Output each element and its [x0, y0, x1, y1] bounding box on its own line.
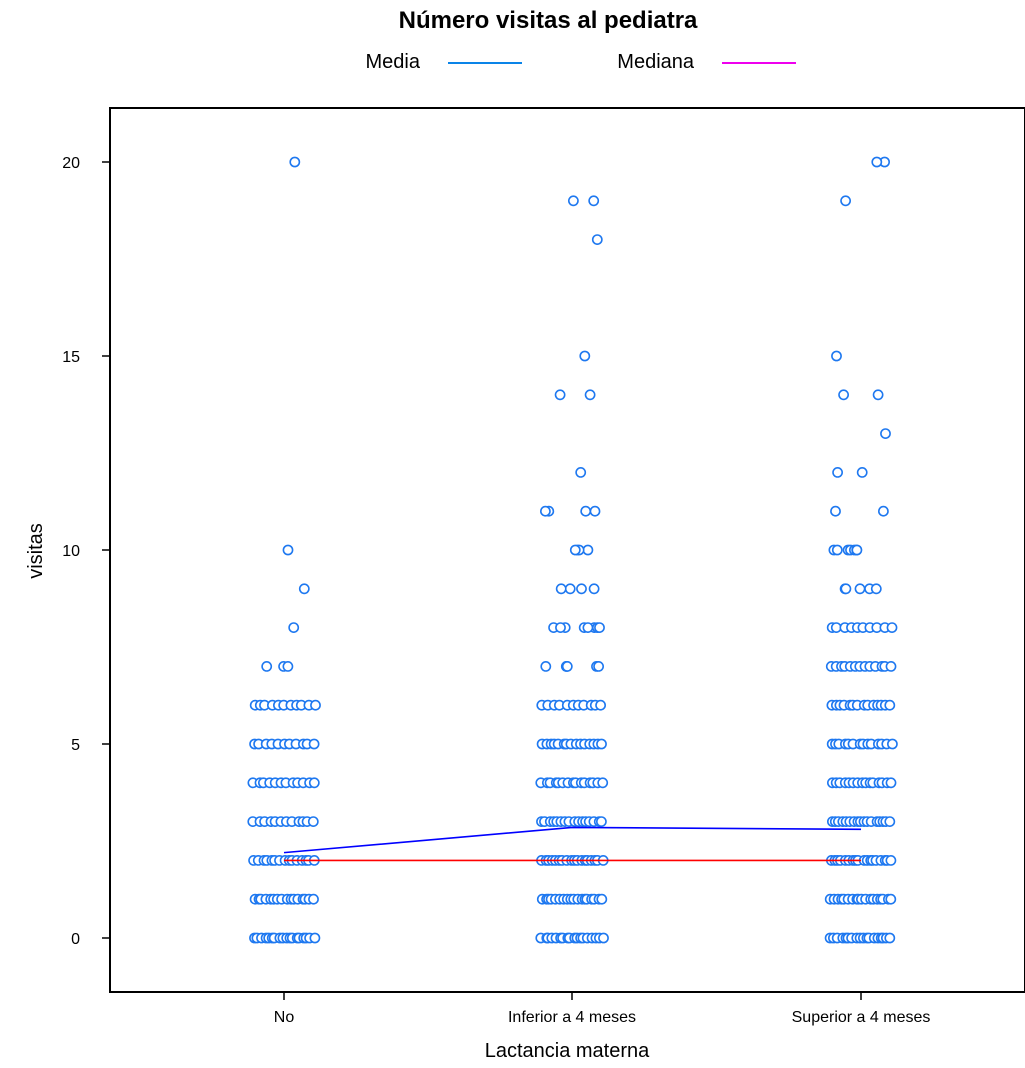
data-point	[593, 661, 604, 672]
data-point	[851, 544, 863, 556]
data-point	[596, 738, 607, 750]
data-point	[831, 350, 842, 362]
series-line-media	[283, 826, 862, 854]
data-point	[595, 699, 606, 711]
data-point	[568, 195, 579, 207]
x-axis-title: Lactancia materna	[485, 1040, 650, 1062]
legend-label-mediana: Mediana	[617, 51, 695, 73]
data-point	[887, 738, 898, 750]
data-point	[591, 234, 603, 245]
y-tick-label: 5	[71, 737, 80, 754]
data-point	[540, 505, 551, 517]
data-point	[569, 544, 581, 556]
data-point	[885, 777, 897, 789]
data-point	[588, 583, 600, 595]
data-point	[310, 699, 321, 711]
data-point	[885, 855, 897, 866]
y-axis: 0 5 10 15 20	[62, 155, 110, 948]
data-point	[884, 816, 896, 827]
data-point	[831, 544, 843, 556]
data-point	[554, 389, 566, 401]
data-point	[840, 583, 852, 595]
data-point	[561, 661, 573, 672]
data-point	[288, 622, 300, 633]
data-point	[582, 544, 594, 556]
data-point	[880, 428, 891, 439]
data-point	[261, 661, 273, 672]
data-point	[870, 583, 882, 595]
data-point	[871, 156, 883, 168]
data-point	[308, 893, 319, 905]
data-point	[576, 583, 587, 595]
legend: Media Mediana	[366, 51, 796, 73]
data-point	[878, 505, 889, 517]
data-points	[247, 156, 898, 944]
data-point	[307, 816, 319, 827]
y-tick-label: 15	[62, 349, 80, 366]
data-point	[309, 932, 321, 944]
data-point	[840, 195, 851, 207]
data-point	[594, 622, 605, 633]
data-point	[885, 893, 897, 905]
data-point	[580, 505, 592, 517]
data-point	[830, 505, 841, 517]
data-point	[298, 583, 310, 595]
x-tick-label: No	[274, 1009, 295, 1026]
data-point	[596, 816, 607, 827]
data-point	[540, 661, 552, 672]
data-point	[838, 389, 849, 401]
data-point	[886, 622, 898, 633]
data-point	[555, 622, 566, 633]
data-point	[884, 932, 896, 944]
data-point	[584, 389, 596, 401]
chart-title: Número visitas al pediatra	[399, 7, 698, 34]
data-point	[308, 738, 320, 750]
data-point	[289, 156, 301, 168]
data-point	[872, 389, 884, 401]
data-point	[308, 777, 320, 789]
data-point	[832, 466, 843, 478]
data-point	[589, 505, 601, 517]
x-tick-label: Inferior a 4 meses	[508, 1009, 636, 1026]
data-point	[884, 699, 896, 711]
data-point	[282, 661, 294, 672]
y-axis-title: visitas	[25, 523, 47, 579]
data-point	[575, 466, 587, 478]
data-point	[854, 583, 866, 595]
data-point	[588, 195, 600, 207]
summary-lines	[283, 826, 862, 862]
legend-label-media: Media	[366, 51, 421, 73]
x-tick-label: Superior a 4 meses	[792, 1009, 931, 1026]
data-point	[598, 932, 609, 944]
y-tick-label: 10	[62, 543, 80, 560]
data-point	[579, 350, 591, 362]
data-point	[564, 583, 576, 595]
y-tick-label: 20	[62, 155, 80, 172]
data-point	[885, 661, 897, 672]
y-tick-label: 0	[71, 931, 80, 948]
data-point	[597, 777, 609, 789]
x-axis: No Inferior a 4 meses Superior a 4 meses	[274, 992, 931, 1026]
data-point	[582, 622, 594, 633]
data-point	[596, 893, 608, 905]
data-point	[282, 544, 294, 556]
data-point	[856, 466, 868, 478]
data-point	[555, 583, 567, 595]
